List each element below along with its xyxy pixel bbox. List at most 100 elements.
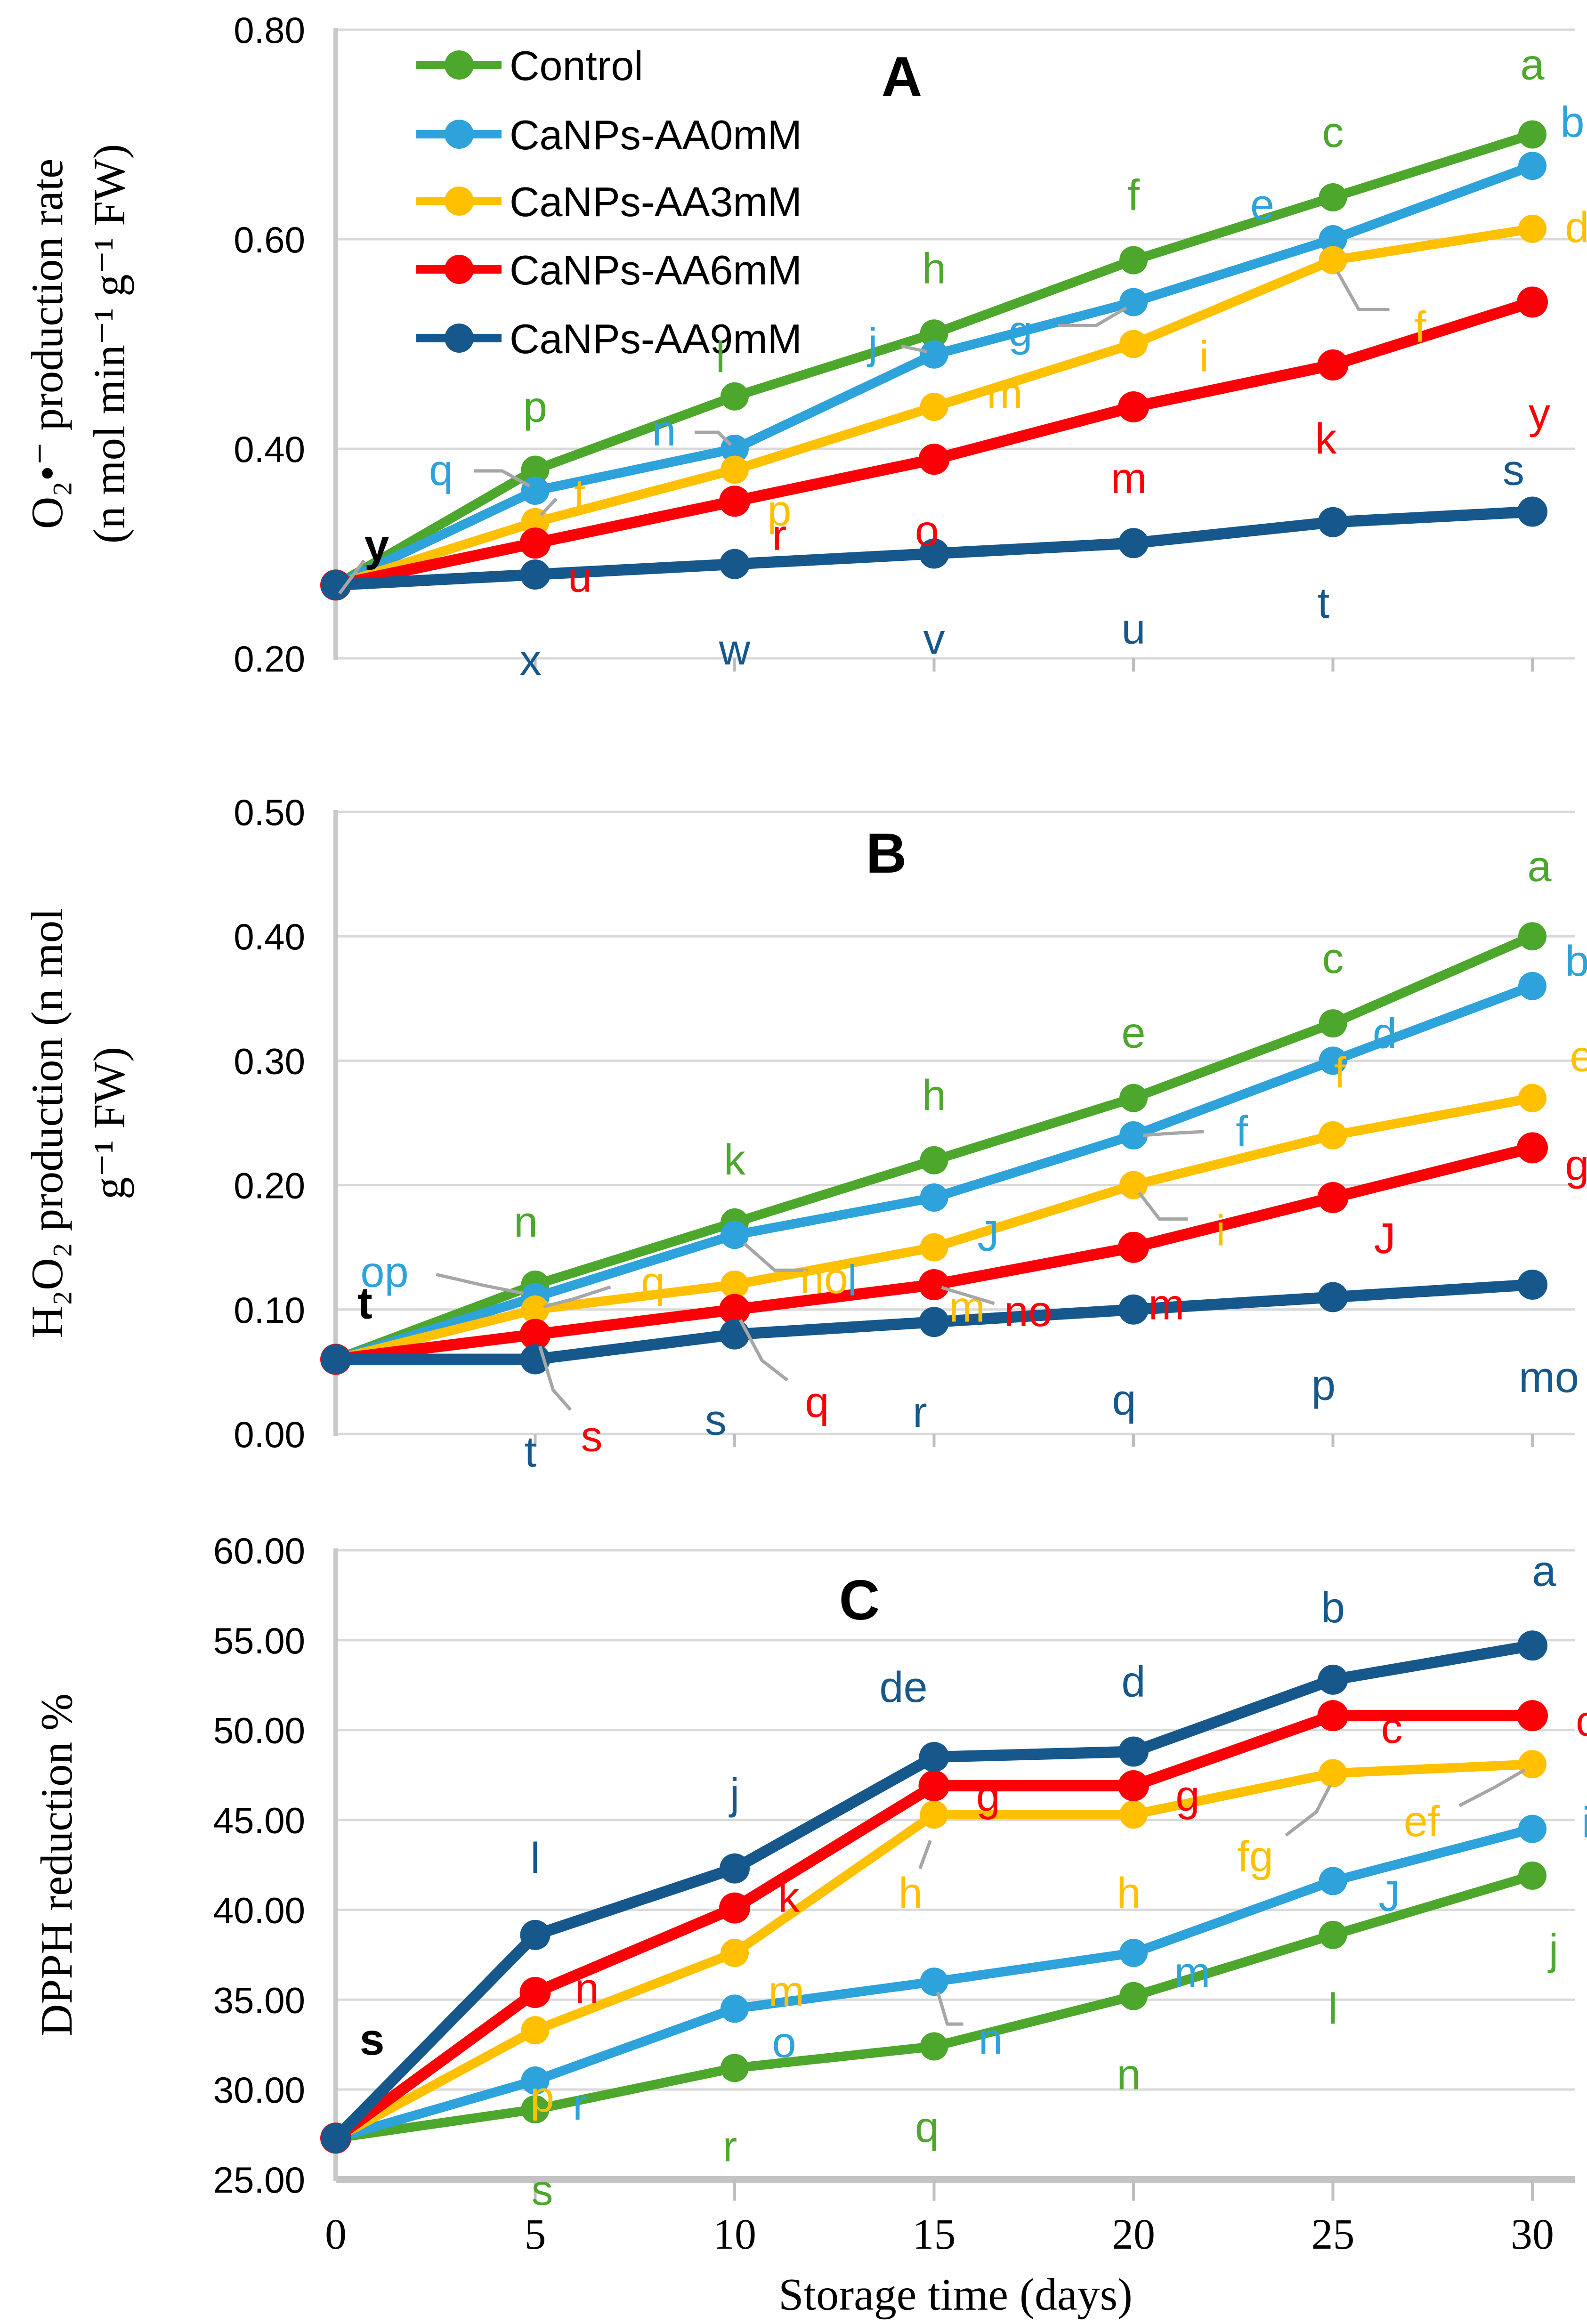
- sig-letter-CaNPs-AA0mM-day25: d: [1373, 1009, 1397, 1057]
- legend-item-control: Control: [416, 42, 643, 89]
- x-tick-label-day10: 10: [713, 2210, 756, 2258]
- sig-letter-CaNPs-AA6mM-day5: u: [568, 553, 592, 601]
- data-point-CaNPs-AA9mM-day30: [1517, 1269, 1547, 1300]
- y-tick-label-A-0.40: 0.40: [234, 429, 305, 470]
- data-point-CaNPs-AA3mM-day25: [1319, 246, 1347, 275]
- data-point-CaNPs-AA6mM-day20: [1118, 1770, 1149, 1802]
- data-point-CaNPs-AA0mM-day15: [920, 340, 948, 369]
- x-tick-label-day5: 5: [525, 2210, 546, 2258]
- sig-letter-CaNPs-AA0mM-day20: f: [1236, 1108, 1248, 1156]
- chart-C: 60.00 55.00 50.00 45.00 40.00 35.00 30.00 25.00…: [213, 1530, 1587, 2214]
- data-point-CaNPs-AA9mM-day0: [321, 2123, 351, 2154]
- data-point-Control-day10: [721, 2054, 749, 2082]
- sig-letter-Control-day5: p: [523, 383, 547, 431]
- data-point-CaNPs-AA9mM-day15: [919, 1307, 949, 1337]
- data-point-CaNPs-AA3mM-day15: [920, 1800, 948, 1829]
- data-point-Control-day5: [521, 2095, 550, 2124]
- series-control-chart-c: [322, 1861, 1547, 2153]
- data-point-Control-day25: [1319, 1009, 1347, 1038]
- data-point-CaNPs-AA0mM-day25: [1319, 1867, 1347, 1895]
- sig-letter-CaNPs-AA0mM-day15: j: [866, 320, 877, 368]
- label-leader-CaNPs-AA3mM-day5: [539, 497, 558, 517]
- legend-marker-dot: [445, 120, 474, 149]
- chart-a-y-axis-title-line2: (n mol min⁻¹ g⁻¹ FW): [84, 144, 134, 544]
- sig-letter-Control-day10: k: [724, 1136, 746, 1184]
- sig-letter-CaNPs-AA9mM-day5: x: [520, 636, 542, 684]
- data-point-Control-day20: [1119, 1084, 1148, 1112]
- data-point-Control-day15: [920, 2032, 948, 2061]
- sig-letter-CaNPs-AA3mM-day20: i: [1199, 333, 1209, 381]
- sig-letter-CaNPs-AA0mM-day5: op: [360, 1248, 408, 1296]
- chart-a-y-axis-title-line1: O₂•⁻ production rate: [22, 158, 72, 529]
- sig-letter-CaNPs-AA6mM-day10: q: [805, 1378, 829, 1426]
- data-point-Control-day25: [1319, 1920, 1347, 1949]
- data-point-CaNPs-AA0mM-day20: [1119, 1939, 1148, 1968]
- legend-marker-dot: [445, 50, 474, 80]
- data-point-CaNPs-AA6mM-day30: [1517, 1132, 1548, 1164]
- data-point-CaNPs-AA6mM-day5: [519, 1319, 551, 1350]
- data-point-CaNPs-AA9mM-day25: [1318, 1282, 1348, 1312]
- sig-letter-CaNPs-AA6mM-day15: g: [976, 1772, 1000, 1820]
- sig-letter-Control-day15: h: [922, 244, 946, 292]
- data-point-CaNPs-AA0mM-day30: [1518, 152, 1547, 180]
- y-tick-label-B-0.10: 0.10: [234, 1289, 305, 1331]
- data-point-CaNPs-AA6mM-day25: [1317, 1700, 1349, 1732]
- sig-letter-CaNPs-AA6mM-day10: r: [772, 511, 787, 559]
- data-point-CaNPs-AA6mM-day20: [1118, 391, 1149, 422]
- data-point-CaNPs-AA9mM-day10: [720, 1319, 750, 1350]
- panel-label-b: B: [866, 822, 907, 885]
- sig-letter-Control-day5: n: [514, 1198, 538, 1246]
- legend-item-canps-aa9mm: CaNPs-AA9mM: [416, 316, 802, 362]
- legend-marker-dot: [445, 186, 474, 216]
- data-point-CaNPs-AA3mM-day30: [1518, 1750, 1547, 1779]
- sig-letter-CaNPs-AA3mM-day5: t: [574, 471, 586, 519]
- sig-letter-CaNPs-AA9mM-day15: r: [913, 1388, 927, 1436]
- sig-letter-CaNPs-AA6mM-day5: n: [575, 1965, 599, 2013]
- data-point-CaNPs-AA0mM-day5: [521, 477, 550, 505]
- label-leader-CaNPs-AA0mM-day5: [436, 1272, 524, 1295]
- sig-letter-CaNPs-AA9mM-day25: t: [1318, 579, 1330, 627]
- label-leader-CaNPs-AA3mM-day5: [543, 1285, 611, 1309]
- sig-letter-CaNPs-AA0mM-day25: e: [1250, 181, 1274, 229]
- series-canps-aa0mm-chart-c: [322, 1814, 1547, 2153]
- sig-letter-CaNPs-AA0mM-day20: m: [1174, 1949, 1211, 1997]
- sig-letter-CaNPs-AA9mM-day20: q: [1112, 1376, 1136, 1424]
- sig-letter-Control-day20: f: [1127, 171, 1140, 219]
- data-point-CaNPs-AA0mM-day10: [721, 1221, 749, 1249]
- sig-letter-CaNPs-AA3mM-day20: h: [1117, 1869, 1141, 1917]
- y-tick-label-C-30.00: 30.00: [213, 2069, 305, 2111]
- data-point-CaNPs-AA3mM-day15: [920, 393, 948, 421]
- sig-letter-CaNPs-AA9mM-day25: b: [1321, 1584, 1345, 1632]
- label-leader-CaNPs-AA3mM-day20: [1138, 1191, 1188, 1221]
- data-point-CaNPs-AA0mM-day20: [1119, 1121, 1148, 1150]
- chart-b-y-axis-title-line1: H₂O₂ production (n mol: [22, 908, 72, 1338]
- sig-letter-CaNPs-AA0mM-day10: n: [652, 407, 676, 455]
- sig-letter-CaNPs-AA9mM-day20: u: [1121, 605, 1145, 653]
- series-canps-aa6mm-chart-c: [320, 1700, 1548, 2154]
- sig-letter-CaNPs-AA3mM-day10: no: [800, 1255, 848, 1303]
- legend-marker-dot: [445, 255, 474, 284]
- data-point-CaNPs-AA0mM-day15: [920, 1183, 948, 1212]
- legend-item-label: CaNPs-AA3mM: [510, 178, 802, 225]
- y-tick-label-C-55.00: 55.00: [213, 1620, 305, 1661]
- sig-letter-CaNPs-AA0mM-day30: b: [1560, 98, 1584, 146]
- data-point-CaNPs-AA3mM-day10: [721, 1939, 749, 1968]
- sig-letter-Control-day30: j: [1547, 1926, 1558, 1974]
- sig-letter-CaNPs-AA0mM-day10: l: [848, 1256, 857, 1304]
- chart-A: 0.80 0.60 0.40 0.20 Control CaNPs-AA0mM CaNPs-…: [234, 9, 1587, 684]
- sig-letter-CaNPs-AA9mM-day10: w: [719, 626, 751, 674]
- label-leader-CaNPs-AA6mM-day15: [941, 1286, 995, 1305]
- data-point-CaNPs-AA6mM-day15: [918, 444, 950, 475]
- sig-letter-CaNPs-AA0mM-day15: n: [979, 2015, 1003, 2063]
- legend-item-canps-aa3mm: CaNPs-AA3mM: [416, 178, 802, 225]
- data-point-CaNPs-AA6mM-day30: [1517, 286, 1548, 318]
- data-point-CaNPs-AA0mM-day30: [1518, 972, 1547, 1000]
- y-tick-label-B-0.00: 0.00: [234, 1414, 305, 1455]
- x-tick-label-day15: 15: [913, 2210, 956, 2258]
- series-canps-aa9mm-chart-b: [321, 1269, 1547, 1375]
- sig-letter-CaNPs-AA9mM-day20: d: [1121, 1658, 1145, 1706]
- sig-letter-CaNPs-AA9mM-day30: s: [1503, 446, 1524, 494]
- data-point-CaNPs-AA3mM-day20: [1119, 1800, 1148, 1829]
- sig-letter-Control-day5: s: [532, 2166, 553, 2214]
